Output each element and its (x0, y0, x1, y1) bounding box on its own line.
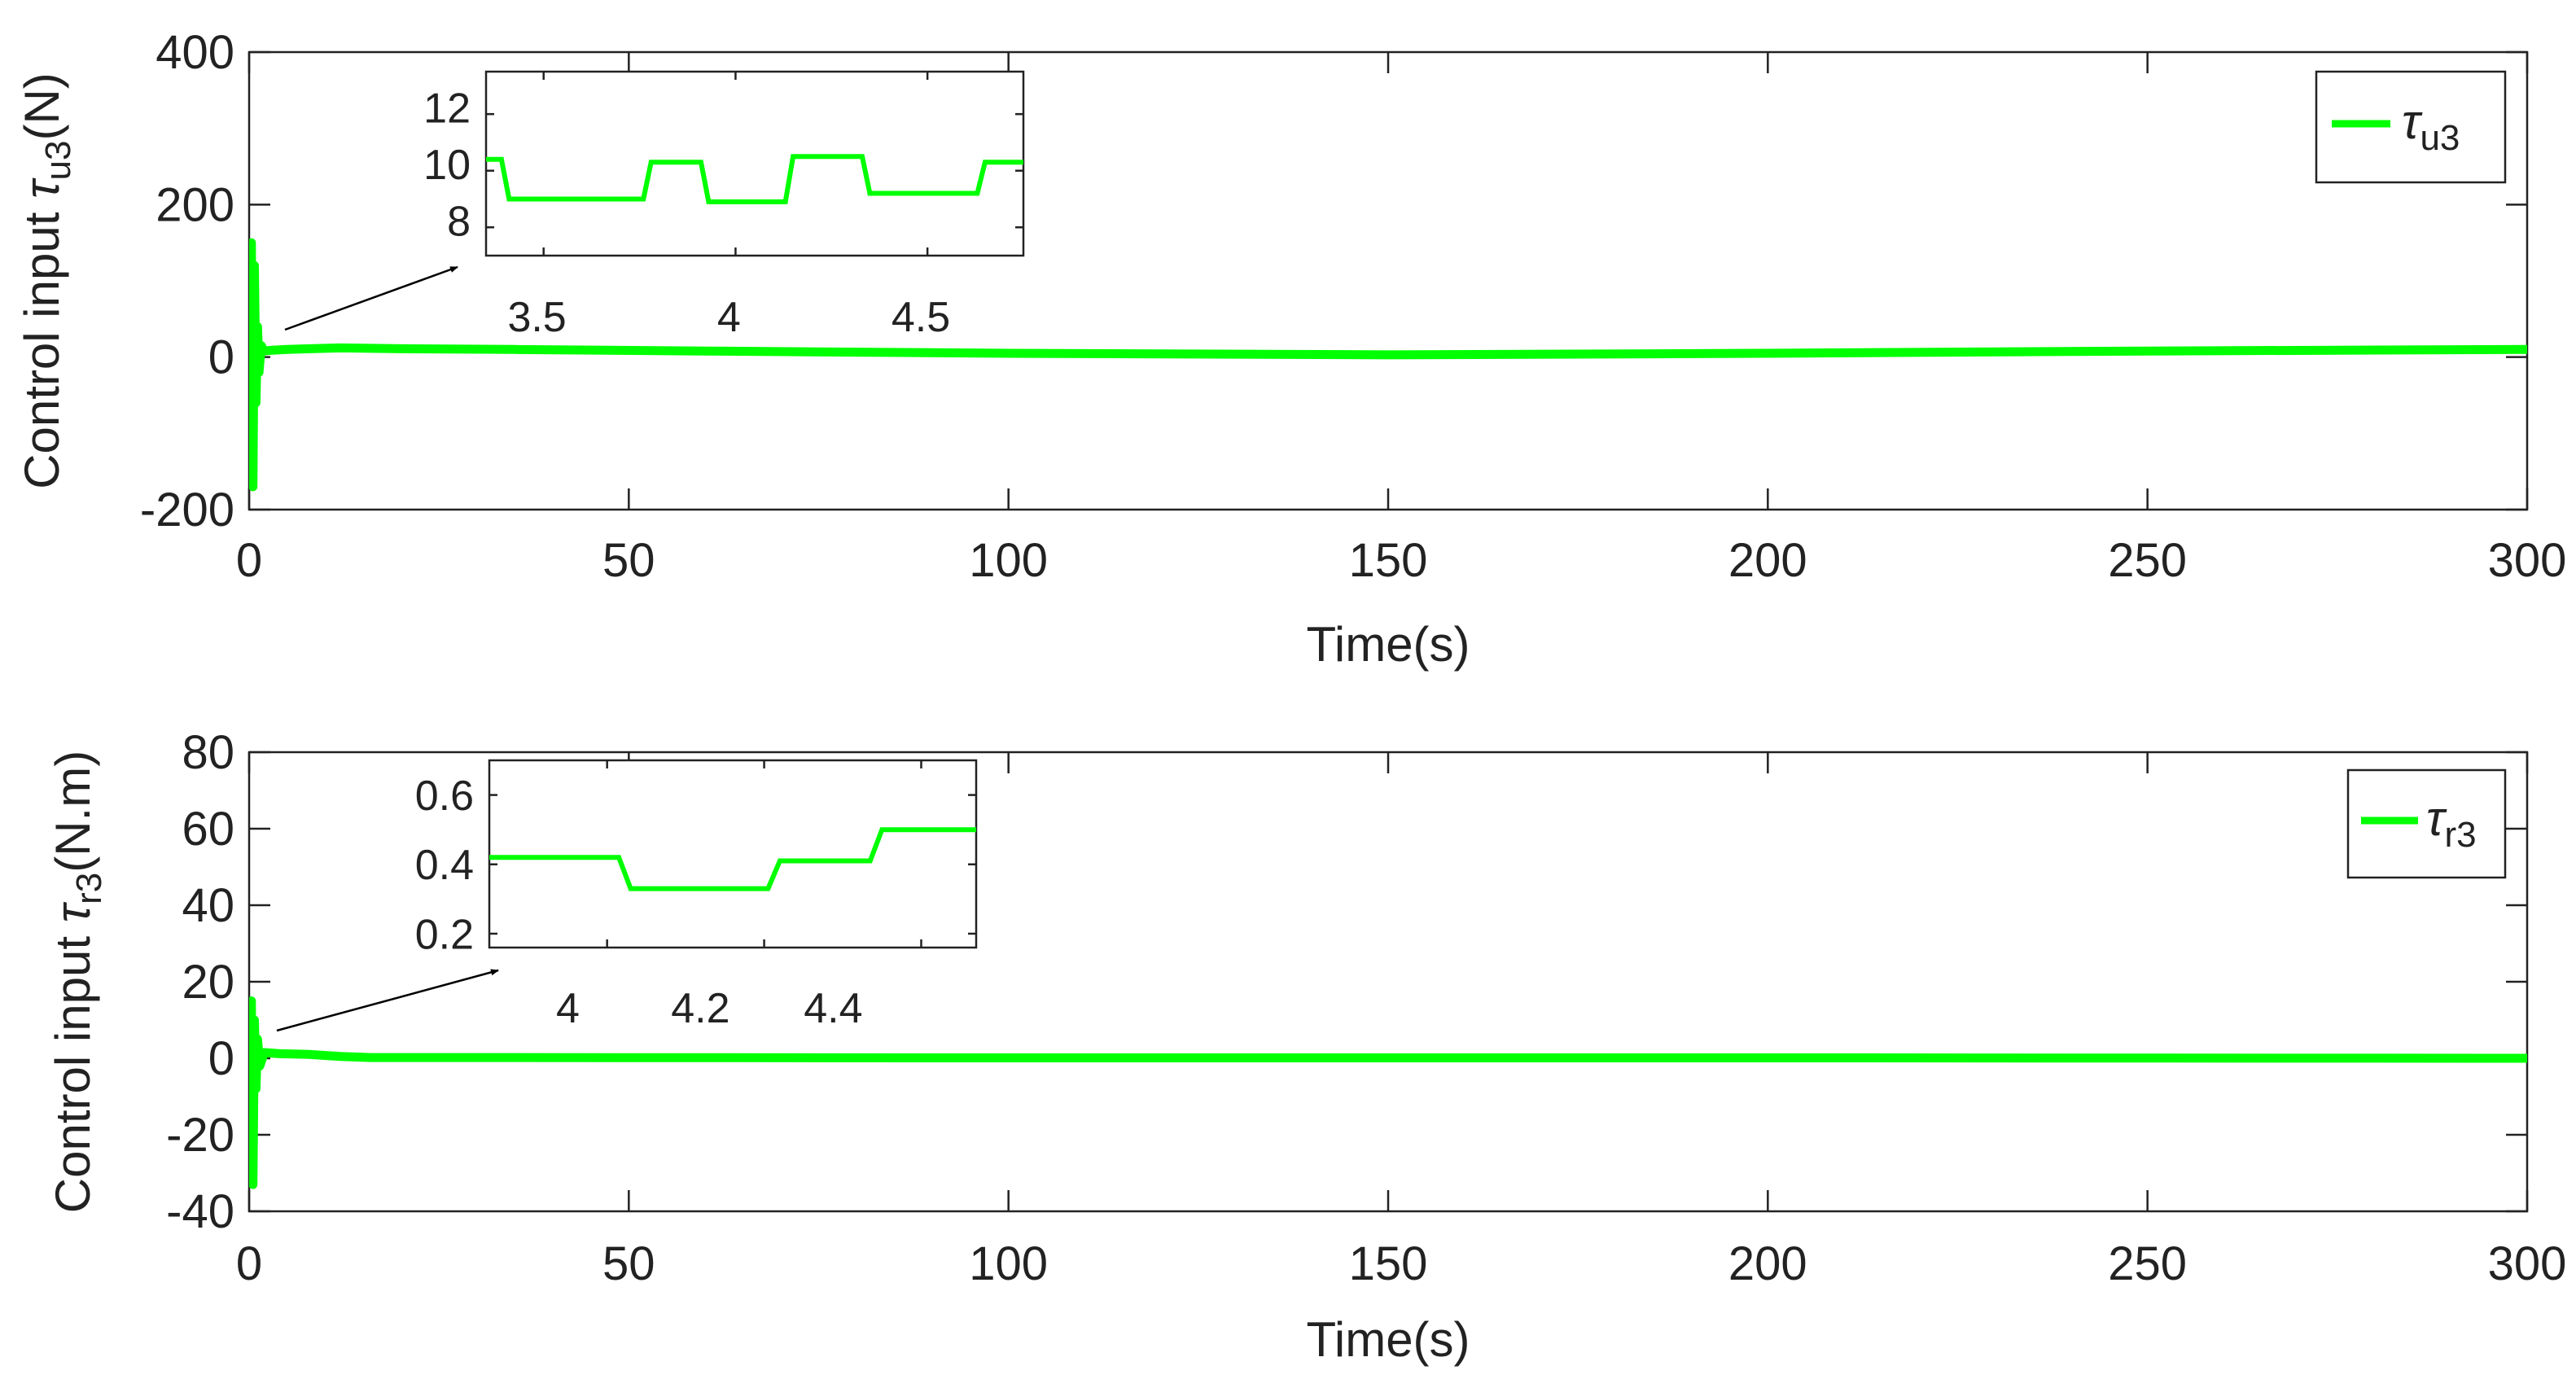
y-tick-label: 400 (156, 26, 234, 79)
inset-y-tick-marks (486, 112, 1023, 229)
inset-x-tick-label: 4 (717, 294, 741, 341)
inset-x-tick-label: 4.4 (804, 985, 862, 1032)
y-axis-label-subscript: r3 (69, 873, 109, 904)
tau-symbol: τ (2402, 94, 2423, 149)
inset-y-tick-label: 0.4 (415, 842, 474, 889)
inset-polyline (489, 827, 976, 891)
legend-label: τu3 (2402, 94, 2460, 158)
y-tick-label: 0 (208, 331, 234, 384)
x-axis-label: Time(s) (1306, 617, 1470, 672)
legend-box (2346, 768, 2507, 879)
y-tick-marks (249, 50, 2527, 511)
x-tick-label: 50 (602, 1237, 655, 1290)
inset-plot: 3.5 4 4.5 8 10 12 (423, 70, 1025, 341)
legend-subscript: r3 (2444, 815, 2476, 855)
inset-x-tick-marks (606, 760, 922, 948)
inset-x-tick-label: 4 (556, 985, 580, 1032)
inset-polyline (486, 154, 1023, 204)
inset-series-line (486, 154, 1023, 204)
x-tick-label: 250 (2108, 1237, 2187, 1290)
series-polyline (249, 996, 2527, 1189)
inset-y-tick-label: 8 (447, 198, 471, 245)
x-tick-marks (248, 52, 2529, 510)
x-tick-label: 200 (1728, 1237, 1807, 1290)
zoom-arrow (276, 969, 499, 1032)
inset-y-tick-label: 10 (423, 142, 471, 189)
x-tick-label: 0 (236, 1237, 262, 1290)
chart-panel-1: 0 50 100 150 200 250 300 -200 0 200 400 … (15, 26, 2566, 672)
x-tick-label: 100 (969, 1237, 1048, 1290)
series-polyline (249, 238, 2527, 492)
inset-y-tick-label: 12 (423, 85, 471, 132)
x-tick-label: 250 (2108, 534, 2187, 587)
x-tick-label: 150 (1349, 1237, 1428, 1290)
inset-x-tick-label: 4.2 (671, 985, 729, 1032)
x-tick-marks (248, 752, 2529, 1211)
inset-area (488, 759, 978, 949)
x-tick-label: 300 (2488, 534, 2567, 587)
y-tick-label: 20 (182, 956, 234, 1009)
legend: τr3 (2346, 768, 2507, 879)
y-tick-label: -20 (166, 1109, 234, 1162)
y-axis-label: Control input τr3(N.m) (46, 751, 109, 1213)
y-axis-label-suffix: (N) (15, 72, 69, 140)
y-axis-label-subscript: u3 (38, 141, 78, 181)
inset-x-tick-label: 4.5 (892, 294, 950, 341)
x-tick-label: 200 (1728, 534, 1807, 587)
tau-symbol: τ (46, 901, 100, 922)
inset-x-tick-label: 3.5 (507, 294, 566, 341)
y-axis-label: Control input τu3(N) (15, 72, 78, 489)
y-tick-label: -200 (140, 484, 234, 536)
inset-y-tick-marks (489, 794, 976, 935)
inset-x-tick-marks (542, 72, 929, 256)
y-axis-label-suffix: (N.m) (46, 751, 100, 873)
y-tick-label: 40 (182, 879, 234, 932)
y-tick-label: 80 (182, 726, 234, 779)
inset-y-tick-label: 0.6 (415, 773, 474, 820)
zoom-arrow (284, 265, 458, 331)
x-axis-label: Time(s) (1306, 1312, 1470, 1367)
legend: τu3 (2315, 70, 2507, 184)
inset-series-line (489, 827, 976, 891)
y-tick-label: -40 (166, 1185, 234, 1238)
x-tick-label: 100 (969, 534, 1048, 587)
x-tick-label: 300 (2488, 1237, 2567, 1290)
y-tick-label: 200 (156, 178, 234, 231)
y-axis-label-prefix: Control input (46, 922, 100, 1213)
series-line (249, 996, 2527, 1189)
y-tick-label: 60 (182, 803, 234, 856)
chart-panel-2: 0 50 100 150 200 250 300 -40 -20 0 20 40… (46, 726, 2566, 1367)
x-tick-label: 150 (1349, 534, 1428, 587)
inset-area (484, 70, 1025, 257)
y-axis-label-prefix: Control input (15, 199, 69, 489)
legend-subscript: u3 (2420, 118, 2460, 158)
tau-symbol: τ (2426, 791, 2447, 846)
tau-symbol: τ (15, 177, 69, 199)
x-tick-label: 0 (236, 534, 262, 587)
legend-label: τr3 (2426, 791, 2477, 855)
x-tick-label: 50 (602, 534, 655, 587)
series-line (249, 238, 2527, 492)
y-tick-label: 0 (208, 1032, 234, 1085)
inset-y-tick-label: 0.2 (415, 911, 474, 958)
inset-plot: 4 4.2 4.4 0.2 0.4 0.6 (415, 759, 978, 1032)
